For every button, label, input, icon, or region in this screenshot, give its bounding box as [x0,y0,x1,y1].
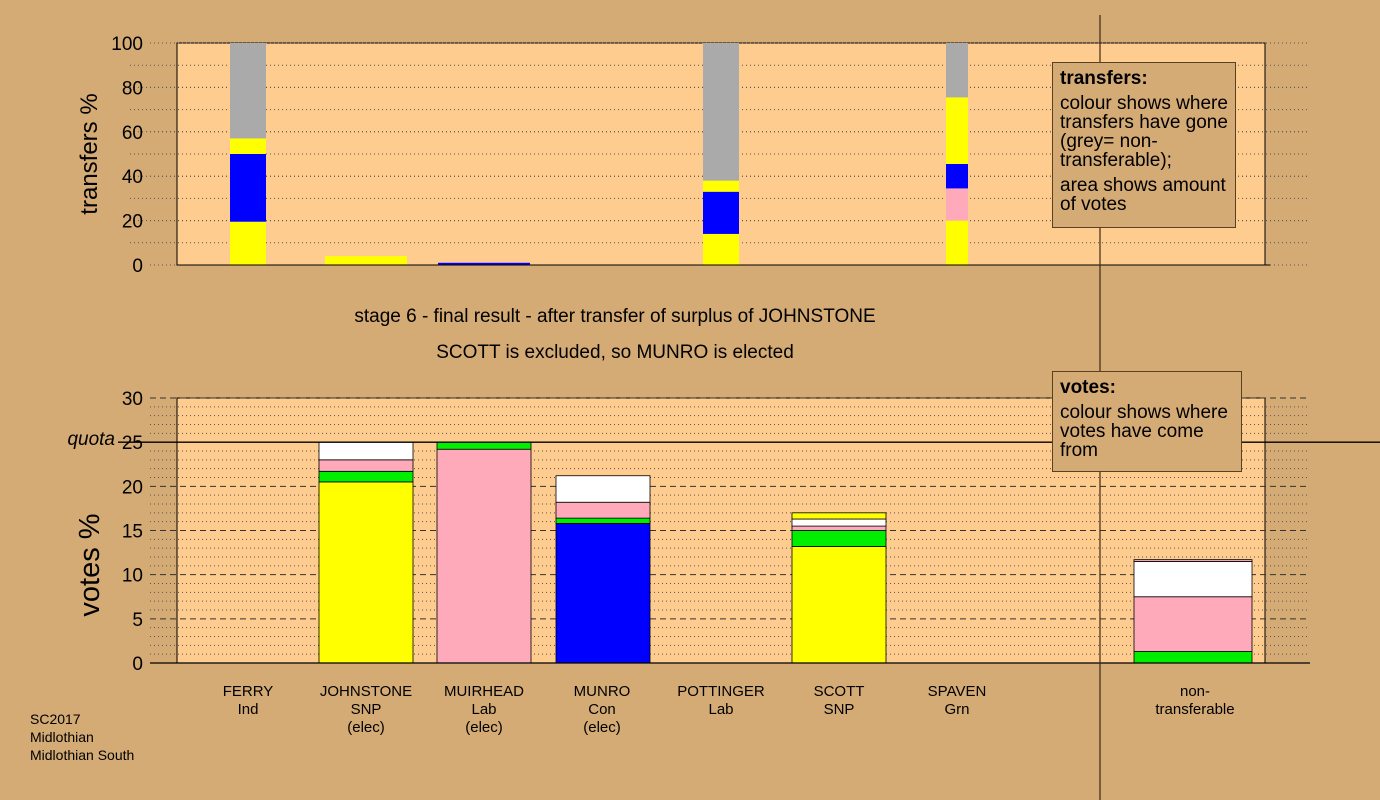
votes-bar-segment [318,441,414,461]
transfers-bar-segment [230,138,266,154]
votes-bar-segment [1133,559,1253,562]
candidate-label-johnstone: JOHNSTONE SNP (elec) [319,683,413,736]
transfers-legend-text-2: area shows amount of votes [1060,175,1226,215]
votes-bar-segment [318,481,414,664]
footer-line-3: Midlothian South [30,747,135,763]
transfers-y-tick-label: 0 [132,256,143,277]
footer-line-1: SC2017 [30,711,81,727]
votes-legend-text: colour shows where votes have come from [1060,402,1228,461]
votes-y-tick-label: 20 [122,477,143,498]
top-y-axis-label: transfers % [76,93,103,215]
transfers-bar-segment [325,256,407,265]
votes-y-tick-label: 5 [132,610,143,631]
votes-bar-segment [1133,651,1253,664]
votes-bar-segment [791,525,887,531]
quota-label: quota [67,429,115,450]
votes-bar-segment [318,459,414,472]
votes-bar-segment [436,441,532,450]
votes-legend-title: votes: [1060,377,1116,398]
transfers-bar-segment [946,97,968,164]
votes-bar-segment [318,470,414,483]
votes-bar-segment [1133,561,1253,598]
candidate-label-munro: MUNRO Con (elec) [573,683,631,736]
candidate-label-ferry: FERRY Ind [222,683,274,718]
votes-bar-segment [791,518,887,527]
transfers-legend-title: transfers: [1060,68,1148,89]
transfers-legend: transfers: colour shows where transfers … [1052,62,1236,228]
stage-line-1: stage 6 - final result - after transfer … [354,306,876,327]
votes-bar-segment [791,530,887,547]
transfers-y-tick-label: 60 [122,123,143,144]
votes-bar-segment [791,546,887,664]
transfers-y-tick-label: 80 [122,78,143,99]
transfers-legend-text-1: colour shows where transfers have gone (… [1060,93,1228,171]
transfers-bar-segment [230,154,266,222]
votes-bar-segment [436,448,532,664]
votes-y-tick-label: 15 [122,522,143,543]
transfers-bar-segment [946,163,968,189]
transfers-bar-segment [703,43,739,181]
transfers-bar-segment [946,188,968,221]
votes-bar-segment [555,501,651,519]
candidate-label-scott: SCOTT SNP [813,683,865,718]
transfers-bar-segment [946,43,968,98]
votes-y-tick-label: 30 [122,389,143,410]
transfers-bar-segment [703,233,739,265]
transfers-bar-segment [438,262,530,265]
transfers-bar-segment [946,220,968,265]
transfers-y-tick-label: 20 [122,212,143,233]
votes-bar-segment [555,475,651,503]
transfers-y-tick-label: 40 [122,167,143,188]
votes-bar-segment [791,512,887,520]
votes-bar-segment [555,523,651,664]
candidate-label-spaven: SPAVEN Grn [927,683,987,718]
transfers-y-tick-label: 100 [111,34,143,55]
footer-line-2: Midlothian [30,729,94,745]
votes-bar-segment [555,517,651,524]
votes-y-tick-label: 0 [132,654,143,675]
candidate-label-muirhead: MUIRHEAD Lab (elec) [443,683,524,736]
transfers-bar-segment [703,180,739,192]
candidate-label-non-transferable: non-transferable [1155,683,1235,718]
bottom-y-axis-label: votes % [74,513,106,617]
votes-y-tick-label: 10 [122,566,143,587]
footer-info: SC2017 Midlothian Midlothian South [30,710,134,764]
transfers-bar-segment [703,191,739,234]
votes-y-tick-label: 25 [122,433,143,454]
votes-bar-segment [1133,596,1253,652]
stage-line-2: SCOTT is excluded, so MUNRO is elected [436,342,794,363]
transfers-bar-segment [230,43,266,139]
transfers-bar-segment [230,221,266,265]
candidate-label-pottinger: POTTINGER Lab [677,683,765,718]
votes-legend: votes: colour shows where votes have com… [1052,371,1242,472]
